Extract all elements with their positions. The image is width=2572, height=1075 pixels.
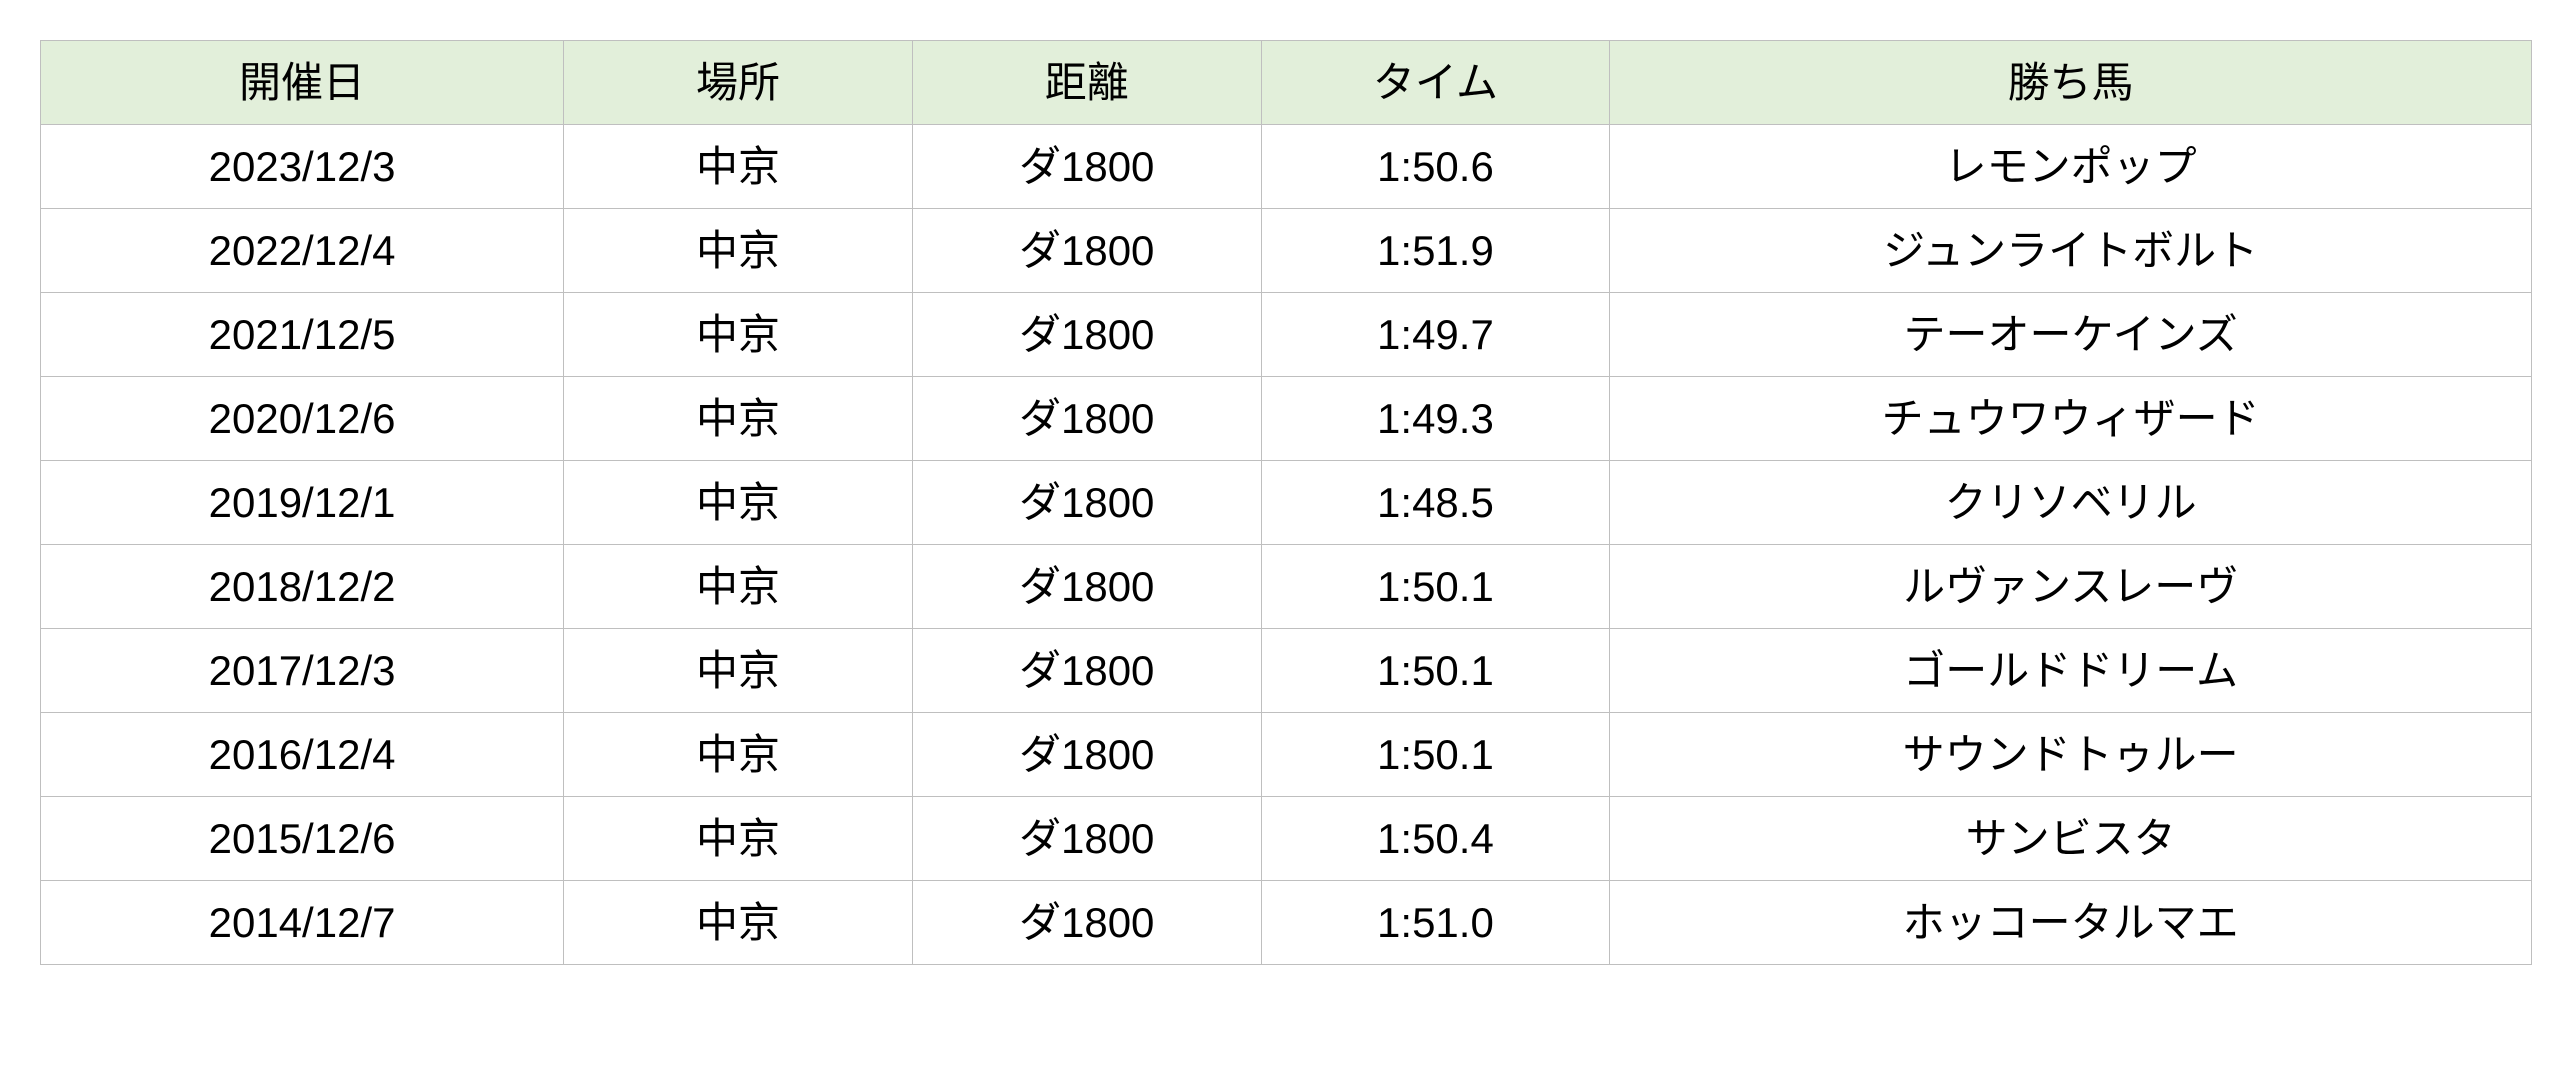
cell-winner: サウンドトゥルー	[1610, 713, 2532, 797]
cell-distance: ダ1800	[912, 713, 1261, 797]
cell-date: 2019/12/1	[41, 461, 564, 545]
cell-winner: ルヴァンスレーヴ	[1610, 545, 2532, 629]
cell-time: 1:50.1	[1261, 545, 1610, 629]
cell-time: 1:50.1	[1261, 713, 1610, 797]
cell-time: 1:50.1	[1261, 629, 1610, 713]
cell-place: 中京	[564, 545, 913, 629]
cell-distance: ダ1800	[912, 797, 1261, 881]
cell-date: 2015/12/6	[41, 797, 564, 881]
cell-distance: ダ1800	[912, 629, 1261, 713]
cell-place: 中京	[564, 797, 913, 881]
table-row: 2018/12/2 中京 ダ1800 1:50.1 ルヴァンスレーヴ	[41, 545, 2532, 629]
cell-distance: ダ1800	[912, 461, 1261, 545]
header-row: 開催日 場所 距離 タイム 勝ち馬	[41, 41, 2532, 125]
cell-date: 2018/12/2	[41, 545, 564, 629]
cell-place: 中京	[564, 461, 913, 545]
cell-place: 中京	[564, 125, 913, 209]
cell-distance: ダ1800	[912, 377, 1261, 461]
race-results-table: 開催日 場所 距離 タイム 勝ち馬 2023/12/3 中京 ダ1800 1:5…	[40, 40, 2532, 965]
cell-winner: ジュンライトボルト	[1610, 209, 2532, 293]
table-row: 2019/12/1 中京 ダ1800 1:48.5 クリソベリル	[41, 461, 2532, 545]
cell-time: 1:48.5	[1261, 461, 1610, 545]
table-header: 開催日 場所 距離 タイム 勝ち馬	[41, 41, 2532, 125]
cell-time: 1:51.0	[1261, 881, 1610, 965]
cell-time: 1:50.6	[1261, 125, 1610, 209]
header-time: タイム	[1261, 41, 1610, 125]
cell-place: 中京	[564, 293, 913, 377]
cell-place: 中京	[564, 881, 913, 965]
header-winner: 勝ち馬	[1610, 41, 2532, 125]
cell-place: 中京	[564, 377, 913, 461]
header-distance: 距離	[912, 41, 1261, 125]
header-place: 場所	[564, 41, 913, 125]
table-row: 2020/12/6 中京 ダ1800 1:49.3 チュウワウィザード	[41, 377, 2532, 461]
cell-distance: ダ1800	[912, 881, 1261, 965]
cell-winner: チュウワウィザード	[1610, 377, 2532, 461]
cell-time: 1:49.7	[1261, 293, 1610, 377]
cell-distance: ダ1800	[912, 293, 1261, 377]
table-row: 2017/12/3 中京 ダ1800 1:50.1 ゴールドドリーム	[41, 629, 2532, 713]
table-row: 2022/12/4 中京 ダ1800 1:51.9 ジュンライトボルト	[41, 209, 2532, 293]
cell-place: 中京	[564, 629, 913, 713]
cell-time: 1:49.3	[1261, 377, 1610, 461]
cell-date: 2020/12/6	[41, 377, 564, 461]
cell-date: 2021/12/5	[41, 293, 564, 377]
cell-place: 中京	[564, 713, 913, 797]
cell-time: 1:50.4	[1261, 797, 1610, 881]
table-row: 2014/12/7 中京 ダ1800 1:51.0 ホッコータルマエ	[41, 881, 2532, 965]
cell-distance: ダ1800	[912, 125, 1261, 209]
cell-winner: ホッコータルマエ	[1610, 881, 2532, 965]
cell-date: 2014/12/7	[41, 881, 564, 965]
cell-winner: クリソベリル	[1610, 461, 2532, 545]
table-row: 2023/12/3 中京 ダ1800 1:50.6 レモンポップ	[41, 125, 2532, 209]
cell-time: 1:51.9	[1261, 209, 1610, 293]
table-body: 2023/12/3 中京 ダ1800 1:50.6 レモンポップ 2022/12…	[41, 125, 2532, 965]
cell-winner: サンビスタ	[1610, 797, 2532, 881]
cell-place: 中京	[564, 209, 913, 293]
cell-winner: レモンポップ	[1610, 125, 2532, 209]
cell-distance: ダ1800	[912, 209, 1261, 293]
table-row: 2021/12/5 中京 ダ1800 1:49.7 テーオーケインズ	[41, 293, 2532, 377]
cell-date: 2017/12/3	[41, 629, 564, 713]
table-row: 2016/12/4 中京 ダ1800 1:50.1 サウンドトゥルー	[41, 713, 2532, 797]
cell-date: 2016/12/4	[41, 713, 564, 797]
cell-winner: テーオーケインズ	[1610, 293, 2532, 377]
header-date: 開催日	[41, 41, 564, 125]
cell-distance: ダ1800	[912, 545, 1261, 629]
cell-winner: ゴールドドリーム	[1610, 629, 2532, 713]
cell-date: 2022/12/4	[41, 209, 564, 293]
cell-date: 2023/12/3	[41, 125, 564, 209]
table-row: 2015/12/6 中京 ダ1800 1:50.4 サンビスタ	[41, 797, 2532, 881]
